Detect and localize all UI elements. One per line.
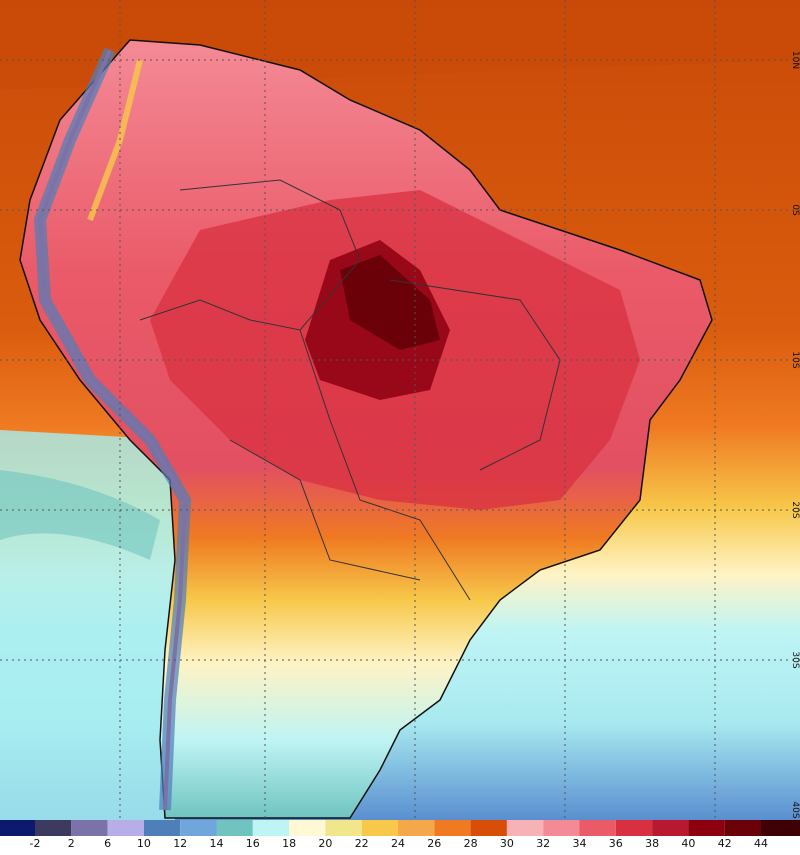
colorbar-label: 38: [645, 837, 659, 850]
latitude-label: 40S: [790, 801, 800, 818]
colorbar-swatch: [579, 820, 616, 836]
colorbar-swatch: [107, 820, 144, 836]
colorbar-swatch: [506, 820, 544, 836]
colorbar-label: 32: [536, 837, 550, 850]
colorbar-label: 24: [391, 837, 405, 850]
colorbar-swatch: [71, 820, 108, 836]
peak-region: [340, 255, 440, 350]
colorbar-label: 2: [68, 837, 75, 850]
border: [299, 329, 471, 601]
graticule: [0, 0, 800, 820]
latitude-label: 10S: [790, 351, 800, 368]
colorbar-label: 34: [573, 837, 587, 850]
colorbar-label: 26: [427, 837, 441, 850]
colorbar-label: 42: [718, 837, 732, 850]
colorbar-label: 20: [318, 837, 332, 850]
colorbar-swatch: [543, 820, 580, 836]
colorbar-swatch: [180, 820, 217, 836]
colorbar-label: 22: [355, 837, 369, 850]
colorbar-swatch: [652, 820, 689, 836]
colorbar-label: 36: [609, 837, 623, 850]
latitude-label: 30S: [790, 651, 800, 668]
colorbar-label-strip: [0, 836, 800, 851]
colorbar-swatch: [325, 820, 362, 836]
colorbar-swatch: [434, 820, 471, 836]
colorbar-label: 16: [246, 837, 260, 850]
colorbar-label: 14: [210, 837, 224, 850]
colorbar-swatch: [398, 820, 435, 836]
colorbar-label: 6: [104, 837, 111, 850]
border: [139, 179, 361, 331]
latitude-label: 0S: [790, 204, 800, 216]
colorbar-swatch: [724, 820, 761, 836]
latitude-label: 10N: [790, 51, 800, 69]
colorbar-swatch: [361, 820, 398, 836]
latitude-labels: 10N 0S 10S 20S 30S 40S: [790, 51, 800, 819]
colorbar-label: 30: [500, 837, 514, 850]
colorbar-swatch: [143, 820, 181, 836]
latitude-label: 20S: [790, 501, 800, 518]
colorbar-swatch: [216, 820, 253, 836]
colorbar-swatch: [688, 820, 725, 836]
colorbar-swatch: [761, 820, 800, 836]
colorbar-label: -2: [30, 837, 41, 850]
colorbar-swatch: [252, 820, 290, 836]
colorbar-swatch: [470, 820, 507, 836]
colorbar-swatch: [35, 820, 72, 836]
colorbar-swatch: [289, 820, 326, 836]
colorbar-label: 12: [173, 837, 187, 850]
colorbar-label: 28: [464, 837, 478, 850]
colorbar-label: 18: [282, 837, 296, 850]
colorbar: -2 2 6 10 12 14 16 18 20 22 24 26 28 30 32 34 36 38 40 42 44: [0, 820, 800, 851]
colorbar-swatch: [0, 820, 35, 836]
colorbar-label: 10: [137, 837, 151, 850]
colorbar-label: 40: [681, 837, 695, 850]
colorbar-label: 44: [754, 837, 768, 850]
pacific-band: [0, 470, 160, 560]
colorbar-swatch: [615, 820, 653, 836]
border: [229, 439, 421, 581]
